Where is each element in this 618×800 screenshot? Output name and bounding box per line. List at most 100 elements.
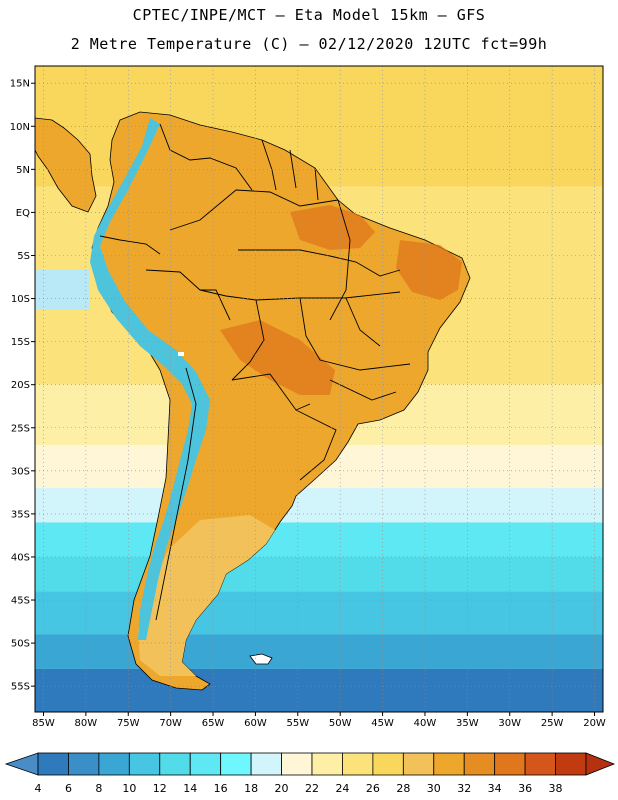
falkland-islands: [249, 653, 273, 665]
lat-lon-grid: [31, 66, 603, 716]
central-america-land: [35, 117, 97, 213]
colorbar-swatch: [433, 752, 465, 776]
colorbar-label: 16: [214, 782, 228, 795]
lat-tick-label: 25S: [11, 423, 30, 434]
colorbar-label: 18: [244, 782, 258, 795]
colorbar-swatch: [250, 752, 282, 776]
longitude-labels: 85W 80W 75W 70W 65W 60W 55W 50W 45W 40W 35W 30W 25W 2…: [32, 718, 606, 729]
patagonia-cool-land: [138, 515, 275, 676]
ocean-band-6: [35, 556, 603, 592]
lon-tick-label: 60W: [244, 718, 267, 729]
colorbar-label: 8: [95, 782, 102, 795]
colorbar-label: 4: [35, 782, 42, 795]
colorbar-swatch: [463, 752, 496, 776]
border-chile-argentina: [155, 367, 197, 621]
colorbar-label: 22: [305, 782, 319, 795]
lat-tick-label: 55S: [11, 682, 30, 693]
colorbar-label: 32: [457, 782, 471, 795]
hot-region-central: [220, 320, 335, 395]
pacific-cool-water: [35, 270, 90, 310]
map-frame: [34, 65, 604, 713]
colorbar-label: 12: [153, 782, 167, 795]
colorbar-label: 28: [396, 782, 410, 795]
colorbar-label: 34: [488, 782, 502, 795]
lat-tick-label: 20S: [11, 380, 30, 391]
colorbar-label: 30: [427, 782, 441, 795]
lat-tick-label: 5S: [17, 251, 30, 262]
country-borders: [99, 123, 411, 621]
colorbar-swatch: [220, 752, 252, 776]
hot-region-amazon-north: [290, 205, 375, 250]
colorbar-label: 24: [335, 782, 349, 795]
colorbar-label: 38: [549, 782, 563, 795]
colorbar-label: 26: [366, 782, 380, 795]
lat-tick-label: 30S: [11, 466, 30, 477]
border-ecuador-peru: [99, 235, 161, 255]
lon-tick-label: 50W: [329, 718, 352, 729]
colorbar-swatch: [524, 752, 556, 776]
lon-tick-label: 80W: [75, 718, 98, 729]
colorbar-swatch: [128, 752, 161, 776]
lat-tick-label: 15S: [11, 337, 30, 348]
colorbar-swatch: [281, 752, 313, 776]
lon-tick-label: 20W: [583, 718, 606, 729]
lake-titicaca: [178, 352, 184, 356]
lat-tick-label: 45S: [11, 596, 30, 607]
lon-tick-label: 55W: [286, 718, 309, 729]
title-line-model: CPTEC/INPE/MCT – Eta Model 15km – GFS: [132, 6, 486, 24]
colorbar-swatch: [98, 752, 130, 776]
lon-tick-label: 85W: [32, 718, 55, 729]
colorbar-swatch: [68, 752, 100, 776]
lon-tick-label: 30W: [498, 718, 521, 729]
lat-tick-label: 50S: [11, 639, 30, 650]
lat-tick-label: 10N: [10, 122, 30, 133]
ocean-band-8: [35, 634, 603, 669]
lat-tick-label: 35S: [11, 509, 30, 520]
border-venezuela-colombia: [159, 123, 253, 191]
hot-region-northeast: [396, 240, 462, 300]
latitude-labels: 15N 10N 5N EQ 5S 10S 15S 20S 25S 30S 35S 40S 45S 50S 5…: [10, 79, 30, 693]
lat-tick-label: 40S: [11, 552, 30, 563]
border-guianas: [261, 139, 319, 201]
lat-tick-label: EQ: [16, 208, 30, 219]
ocean-band-7: [35, 591, 603, 635]
colorbar-swatch: [159, 752, 191, 776]
colorbar-swatch: [494, 752, 526, 776]
lat-tick-label: 15N: [10, 79, 30, 90]
lon-tick-label: 40W: [414, 718, 437, 729]
colorbar-label: 10: [122, 782, 136, 795]
ocean-band-9: [35, 668, 603, 712]
colorbar-label: 20: [275, 782, 289, 795]
lat-tick-label: 5N: [16, 165, 30, 176]
colorbar-swatch: [555, 752, 587, 776]
temperature-colorbar: [4, 752, 616, 776]
colorbar-label: 14: [183, 782, 197, 795]
colorbar-swatch: [37, 752, 69, 776]
colorbar-swatch: [372, 752, 404, 776]
lon-tick-label: 25W: [541, 718, 564, 729]
lon-tick-label: 35W: [456, 718, 479, 729]
title-line-field: 2 Metre Temperature (C) – 02/12/2020 12U…: [70, 35, 548, 53]
border-paraguay: [231, 373, 311, 411]
colorbar-label: 36: [518, 782, 532, 795]
colorbar-low-arrow: [4, 752, 39, 776]
andes-cool-strip: [90, 118, 210, 640]
colorbar-swatch: [342, 752, 374, 776]
border-brazil-north: [169, 189, 339, 231]
lon-tick-label: 75W: [117, 718, 140, 729]
map-plot-area: [35, 66, 603, 712]
colorbar-swatch: [311, 752, 343, 776]
border-argentina-brazil-uruguay: [295, 409, 337, 481]
colorbar-swatch: [402, 752, 435, 776]
border-brazil-states: [238, 199, 411, 401]
ocean-band-4: [35, 488, 603, 523]
colorbar-high-arrow: [585, 752, 616, 776]
colorbar-labels: 4 6 8 10 12 14 16 18 20 22 24 26 28 30 32 34 36 38: [35, 782, 563, 795]
lon-tick-label: 70W: [159, 718, 182, 729]
lon-tick-label: 45W: [371, 718, 394, 729]
lat-tick-label: 10S: [11, 294, 30, 305]
border-bolivia: [199, 289, 265, 381]
ocean-band-5: [35, 522, 603, 557]
lon-tick-label: 65W: [202, 718, 225, 729]
